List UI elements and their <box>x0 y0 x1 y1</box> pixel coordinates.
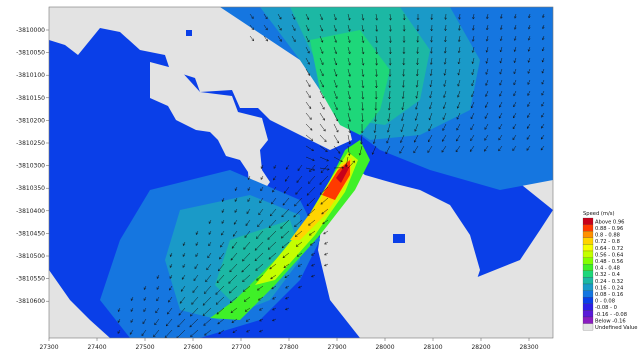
legend-swatch <box>583 231 593 238</box>
y-tick-label: -3810150 <box>16 95 45 102</box>
y-axis: -3810000 -3810050 -3810100 -3810150 -3810200… <box>16 27 49 305</box>
x-tick-label: 27600 <box>183 344 202 351</box>
legend-swatch <box>583 304 593 311</box>
legend: Speed (m/s) Above 0.960.88 - 0.960.8 - 0… <box>583 211 638 331</box>
x-tick-label: 28200 <box>471 344 490 351</box>
legend-label: -0.08 - 0 <box>595 305 617 311</box>
legend-label: 0.48 - 0.56 <box>595 259 623 265</box>
y-tick-label: -3810450 <box>16 230 45 237</box>
legend-swatch <box>583 324 593 331</box>
y-tick-label: -3810000 <box>16 27 45 34</box>
y-tick-label: -3810100 <box>16 72 45 79</box>
legend-swatch <box>583 310 593 317</box>
legend-swatch <box>583 277 593 284</box>
legend-swatch <box>583 225 593 232</box>
small-island <box>393 234 405 243</box>
small-island-2 <box>186 30 192 36</box>
legend-label: 0.56 - 0.64 <box>595 252 624 258</box>
legend-swatch <box>583 317 593 324</box>
legend-swatch <box>583 297 593 304</box>
legend-swatch <box>583 218 593 225</box>
legend-label: 0.24 - 0.32 <box>595 279 623 285</box>
x-tick-label: 27300 <box>39 344 58 351</box>
legend-label: 0.8 - 0.88 <box>595 233 620 239</box>
legend-swatch <box>583 291 593 298</box>
y-tick-label: -3810300 <box>16 163 45 170</box>
legend-label: Undefined Value <box>595 325 638 331</box>
y-tick-label: -3810350 <box>16 185 45 192</box>
legend-label: -0.16 - -0.08 <box>595 312 627 318</box>
legend-label: 0.32 - 0.4 <box>595 272 621 278</box>
legend-swatch <box>583 258 593 265</box>
legend-swatch <box>583 238 593 245</box>
x-tick-label: 27400 <box>87 344 106 351</box>
legend-label: 0.16 - 0.24 <box>595 285 624 291</box>
legend-label: 0.72 - 0.8 <box>595 239 620 245</box>
y-tick-label: -3810050 <box>16 50 45 57</box>
y-tick-label: -3810200 <box>16 117 45 124</box>
x-tick-label: 27900 <box>327 344 346 351</box>
legend-swatch <box>583 251 593 258</box>
x-tick-label: 27800 <box>279 344 298 351</box>
legend-label: 0.08 - 0.16 <box>595 292 623 298</box>
x-tick-label: 28100 <box>423 344 442 351</box>
legend-title: Speed (m/s) <box>583 211 614 217</box>
y-tick-label: -3810550 <box>16 276 45 283</box>
legend-swatch <box>583 271 593 278</box>
legend-label: 0 - 0.08 <box>595 299 615 305</box>
legend-swatch <box>583 284 593 291</box>
legend-label: Below -0.16 <box>595 318 626 324</box>
x-axis: 27300 27400 27500 27600 27700 27800 27900 28000… <box>39 338 538 351</box>
x-tick-label: 28300 <box>519 344 538 351</box>
y-tick-label: -3810400 <box>16 208 45 215</box>
y-tick-label: -3810500 <box>16 253 45 260</box>
legend-swatch <box>583 264 593 271</box>
legend-label: Above 0.96 <box>595 219 624 225</box>
legend-label: 0.64 - 0.72 <box>595 246 623 252</box>
x-tick-label: 27700 <box>231 344 250 351</box>
plot-area <box>49 7 553 338</box>
x-tick-label: 28000 <box>375 344 394 351</box>
x-tick-label: 27500 <box>135 344 154 351</box>
y-tick-label: -3810600 <box>16 298 45 305</box>
legend-label: 0.4 - 0.48 <box>595 266 620 272</box>
legend-label: 0.88 - 0.96 <box>595 226 623 232</box>
legend-swatch <box>583 244 593 251</box>
y-tick-label: -3810250 <box>16 140 45 147</box>
